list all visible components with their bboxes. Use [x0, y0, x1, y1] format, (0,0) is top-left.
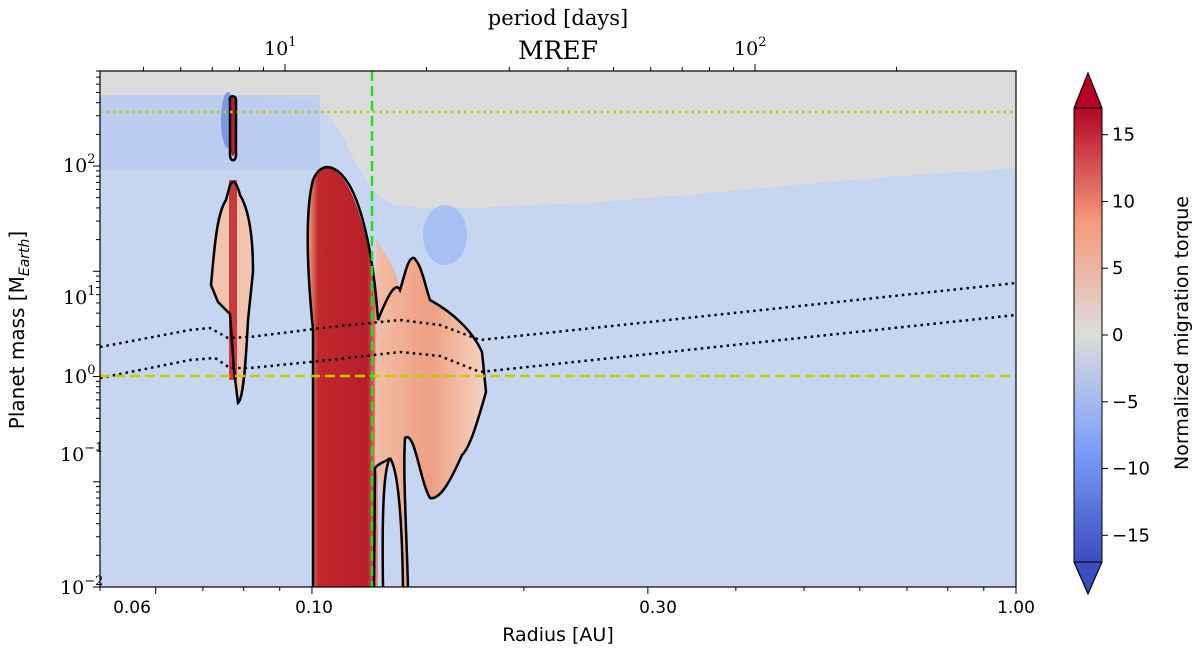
- colorbar-gradient: [1074, 108, 1102, 562]
- colorbar-tick-label: 5: [1112, 258, 1123, 279]
- x-axis-label: Radius [AU]: [502, 624, 613, 646]
- colorbar-tick-label: 10: [1112, 191, 1135, 212]
- y-tick-label: 10−2: [60, 574, 103, 599]
- y-tick-label: 101: [63, 284, 95, 309]
- y-tick-label: 10−1: [60, 441, 103, 466]
- colorbar-tick-label: 15: [1112, 125, 1135, 146]
- plot-frame: [99, 70, 1017, 588]
- unstable-region: [100, 71, 1016, 208]
- contour-gap: [372, 457, 392, 588]
- top-tick-label: 102: [734, 35, 766, 60]
- top-tick-label: 101: [264, 35, 296, 60]
- x-tick-labels: 0.06 0.10 0.30 1.00: [113, 598, 1035, 618]
- contour-inner-top: [228, 95, 238, 162]
- x-tick-label: 0.06: [113, 598, 151, 618]
- colorbar-min-extension: [1073, 561, 1103, 596]
- colorbar-max-extension: [1073, 71, 1103, 109]
- torque-heatmap: [100, 71, 1016, 587]
- middle-warm-lobe: [374, 240, 484, 587]
- inner-hot-strip: [229, 180, 237, 380]
- y-tick-label: 100: [63, 363, 95, 388]
- dotted-mass-curves: [99, 281, 1017, 380]
- x-tick-label: 0.10: [295, 598, 333, 618]
- top-tick-labels: 101 102: [264, 35, 766, 60]
- colorbar: 15 10 5 0 −5 −10 −15 Normalized migration torq…: [1073, 71, 1193, 596]
- colorbar-tick-label: −10: [1112, 459, 1150, 480]
- contour-gap-right: [388, 457, 405, 588]
- zero-contours: [209, 95, 488, 588]
- contour-inner-lobe: [209, 180, 255, 406]
- colorbar-ticks: 15 10 5 0 −5 −10 −15: [1102, 125, 1150, 546]
- x-tick-label: 0.30: [639, 598, 677, 618]
- upper-blue-band: [100, 95, 320, 170]
- main-hot-band: [307, 167, 378, 587]
- colorbar-outline: [1073, 71, 1103, 596]
- lower-dotted-curve: [99, 313, 1017, 380]
- chart-title: MREF: [518, 36, 598, 65]
- y-tick-label: 102: [63, 152, 95, 177]
- blue-blob: [423, 205, 467, 265]
- colorbar-tick-label: −15: [1112, 525, 1150, 546]
- y-tick-labels: 10−2 10−1 100 101 102: [60, 152, 103, 599]
- top-axis-label: period [days]: [488, 6, 628, 30]
- y-axis-label: Planet mass [MEarth]: [5, 231, 33, 429]
- bottom-blue-gap: [382, 458, 403, 587]
- x-tick-label: 1.00: [997, 598, 1035, 618]
- axis-ticks: [93, 64, 1017, 594]
- colorbar-tick-label: 0: [1112, 325, 1123, 346]
- colorbar-label: Normalized migration torque: [1171, 196, 1193, 470]
- contour-main: [306, 165, 488, 588]
- colorbar-tick-label: −5: [1112, 392, 1139, 413]
